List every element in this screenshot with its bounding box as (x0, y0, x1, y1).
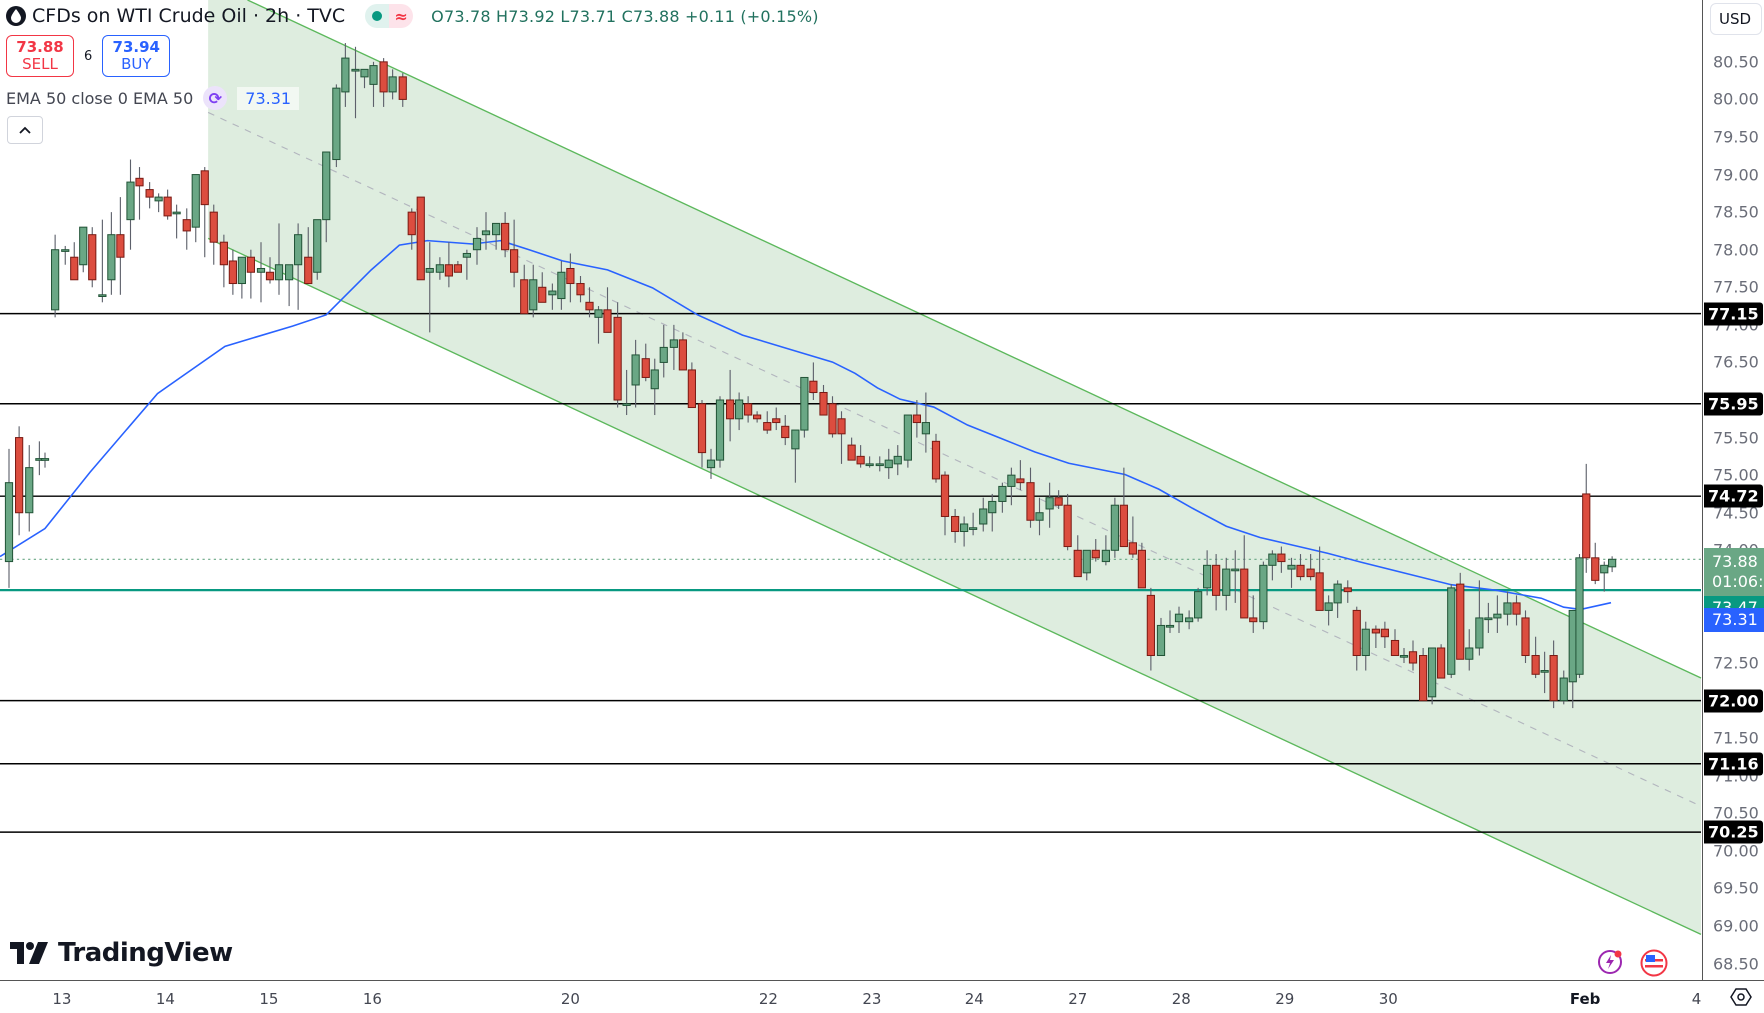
price-tick: 68.50 (1713, 954, 1759, 974)
price-tick: 78.50 (1713, 202, 1759, 222)
regression-channel[interactable] (207, 0, 1702, 936)
current-price: 73.88 (1712, 552, 1758, 571)
time-tick: 20 (560, 990, 580, 1008)
time-tick: 28 (1171, 990, 1191, 1008)
time-tick: 16 (362, 990, 382, 1008)
channel-fill (208, 0, 1701, 935)
approx-icon: ≈ (389, 4, 414, 28)
price-tick: 71.50 (1713, 728, 1759, 748)
lightning-icon[interactable] (1597, 949, 1623, 975)
time-tick: 24 (964, 990, 984, 1008)
time-tick: 13 (52, 990, 72, 1008)
time-tick: 23 (862, 990, 882, 1008)
ohlc-values: O73.78 H73.92 L73.71 C73.88 +0.11 (+0.15… (431, 6, 819, 26)
time-tick: 22 (758, 990, 778, 1008)
level-price-label: 71.16 (1704, 752, 1763, 776)
ema-path (0, 239, 1612, 611)
indicator-value: 73.31 (237, 86, 300, 110)
symbol-legend: CFDs on WTI Crude Oil · 2h · TVC ≈ O73.7… (6, 4, 819, 28)
price-tick: 77.50 (1713, 277, 1759, 297)
channel-upper-line[interactable] (247, 0, 1702, 679)
market-open-dot-icon (365, 4, 390, 28)
time-tick: 15 (259, 990, 279, 1008)
price-tick: 70.50 (1713, 803, 1759, 823)
candles (4, 43, 1617, 709)
time-tick: Feb (1569, 990, 1601, 1008)
price-tick: 76.50 (1713, 352, 1759, 372)
price-tick: 79.50 (1713, 127, 1759, 147)
settings-icon[interactable] (1730, 987, 1752, 1007)
time-tick: 30 (1378, 990, 1398, 1008)
price-tick: 79.00 (1713, 165, 1759, 185)
price-tick: 69.50 (1713, 878, 1759, 898)
chevron-up-icon (19, 126, 31, 134)
currency-selector[interactable]: USD (1710, 3, 1762, 35)
time-tick: 27 (1068, 990, 1088, 1008)
level-price-label: 70.25 (1704, 820, 1763, 844)
indicator-label: EMA 50 close 0 EMA 50 (6, 88, 194, 108)
current-price-label: 73.88 01:06:3 (1704, 548, 1764, 598)
time-tick: 4 (1691, 990, 1702, 1008)
status-pill[interactable]: ≈ (365, 4, 414, 28)
level-price-label: 74.72 (1704, 484, 1763, 508)
indicator-legend[interactable]: EMA 50 close 0 EMA 50 ⟳ 73.31 (6, 86, 300, 110)
ema-line (0, 239, 1612, 611)
horizontal-levels[interactable] (0, 312, 1701, 833)
refresh-icon[interactable]: ⟳ (203, 86, 228, 110)
trade-panel: 73.88 SELL 6 73.94 BUY (6, 35, 171, 77)
price-tick: 74.50 (1713, 503, 1759, 523)
price-tick: 80.50 (1713, 52, 1759, 72)
spread-value: 6 (84, 48, 93, 64)
time-tick: 29 (1275, 990, 1295, 1008)
price-tick: 75.00 (1713, 465, 1759, 485)
channel-mid-line (207, 111, 1697, 805)
price-tick: 70.00 (1713, 841, 1759, 861)
tradingview-logo[interactable]: TradingView (10, 938, 233, 968)
sell-button[interactable]: 73.88 SELL (6, 35, 74, 77)
ema-price-label: 73.31 (1704, 608, 1764, 632)
collapse-legend-button[interactable] (7, 116, 43, 144)
symbol-title[interactable]: CFDs on WTI Crude Oil · 2h · TVC (32, 5, 346, 27)
time-tick: 14 (155, 990, 175, 1008)
level-price-label: 72.00 (1704, 689, 1763, 713)
price-tick: 69.00 (1713, 916, 1759, 936)
price-tick: 80.00 (1713, 89, 1759, 109)
bar-countdown: 01:06:3 (1712, 572, 1764, 591)
sell-label: SELL (22, 55, 58, 73)
us-flag-icon[interactable] (1640, 949, 1668, 977)
oil-drop-icon (6, 6, 26, 26)
price-tick: 75.50 (1713, 428, 1759, 448)
buy-button[interactable]: 73.94 BUY (102, 35, 171, 77)
level-price-label: 77.15 (1704, 302, 1763, 326)
time-axis[interactable] (0, 980, 1764, 1013)
logo-text: TradingView (58, 938, 233, 968)
price-tick: 78.00 (1713, 240, 1759, 260)
price-tick: 72.50 (1713, 653, 1759, 673)
buy-label: BUY (121, 55, 152, 73)
sell-price: 73.88 (16, 38, 64, 56)
tradingview-logo-icon (10, 942, 48, 964)
channel-lower-line[interactable] (207, 237, 1702, 936)
level-price-label: 75.95 (1704, 392, 1763, 416)
buy-price: 73.94 (112, 38, 160, 56)
